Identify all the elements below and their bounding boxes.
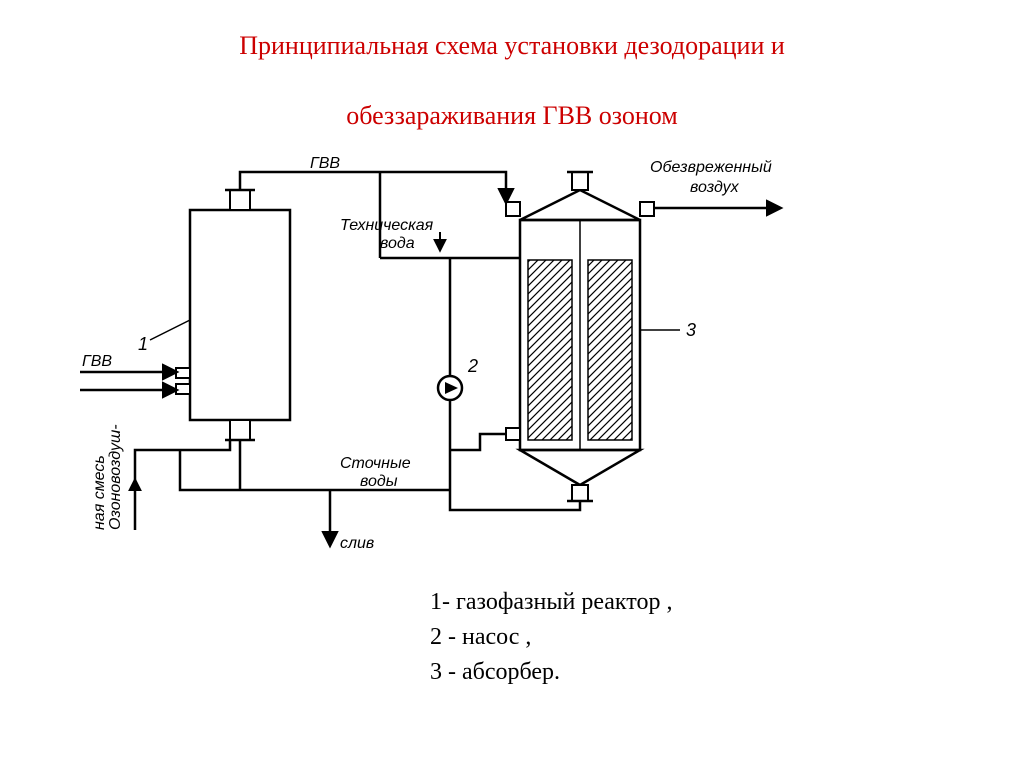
callout-2: 2 [467,356,478,376]
legend-item-2: 2 - насос , [430,620,672,655]
label-clean-air-2: воздух [690,179,740,196]
callout-3: 3 [686,320,696,340]
callout-1: 1 [138,334,148,354]
title-line2: обеззараживания ГВВ озоном [0,98,1024,134]
label-drain: слив [340,535,374,552]
process-diagram: 1 3 2 ГВВ Обезвреженный воздух Тех [80,150,820,570]
label-ozone-mix: Озоновоздуш- [107,424,124,530]
reactor [176,190,290,440]
label-tech-water-1: Техническая [340,217,434,234]
legend-item-3: 3 - абсорбер. [430,655,672,690]
label-clean-air-1: Обезвреженный [650,159,772,176]
title-line1: Принципиальная схема установки дезодорац… [0,28,1024,64]
label-wastewater-2: воды [360,473,398,490]
legend: 1- газофазный реактор , 2 - насос , 3 - … [430,585,672,689]
pump [438,376,462,400]
label-ozone-mix-2: ная смесь [91,455,108,530]
label-gvv-top: ГВВ [310,155,340,172]
absorber [506,172,654,501]
label-wastewater-1: Сточные [340,455,411,472]
label-tech-water-2: вода [380,235,415,252]
label-gvv-left: ГВВ [82,353,112,370]
legend-item-1: 1- газофазный реактор , [430,585,672,620]
